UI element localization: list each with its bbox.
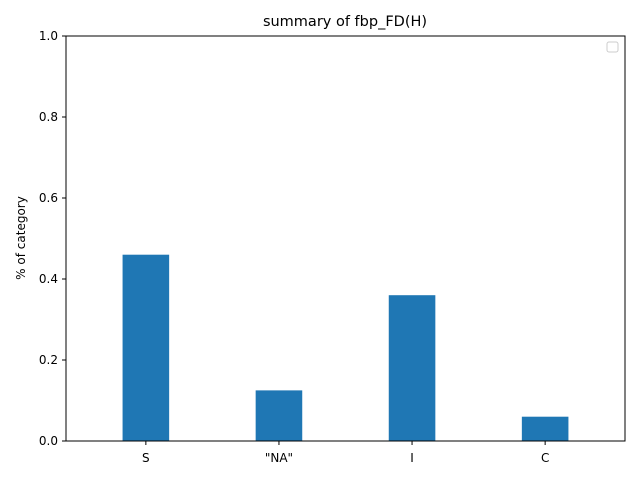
y-tick-label: 0.0 — [39, 434, 58, 448]
x-axis: S "NA" I C — [142, 441, 549, 465]
y-tick-label: 0.6 — [39, 191, 58, 205]
x-tick-label: C — [541, 451, 549, 465]
bar-3 — [521, 416, 569, 441]
bar-0 — [122, 254, 170, 441]
y-tick-label: 0.4 — [39, 272, 58, 286]
plot-area-frame — [65, 35, 626, 442]
y-tick-label: 0.2 — [39, 353, 58, 367]
legend-box — [606, 41, 619, 53]
y-axis: 0.0 0.2 0.4 0.6 0.8 1.0 — [39, 29, 66, 448]
y-tick-label: 1.0 — [39, 29, 58, 43]
x-tick-label: I — [410, 451, 414, 465]
bar-2 — [388, 295, 436, 441]
x-tick-label: S — [142, 451, 150, 465]
chart-title: summary of fbp_FD(H) — [263, 14, 427, 30]
y-tick-label: 0.8 — [39, 110, 58, 124]
bars-group — [122, 254, 569, 442]
bar-1 — [255, 390, 303, 442]
x-tick-label: "NA" — [265, 451, 293, 465]
y-axis-label: % of category — [14, 196, 28, 280]
